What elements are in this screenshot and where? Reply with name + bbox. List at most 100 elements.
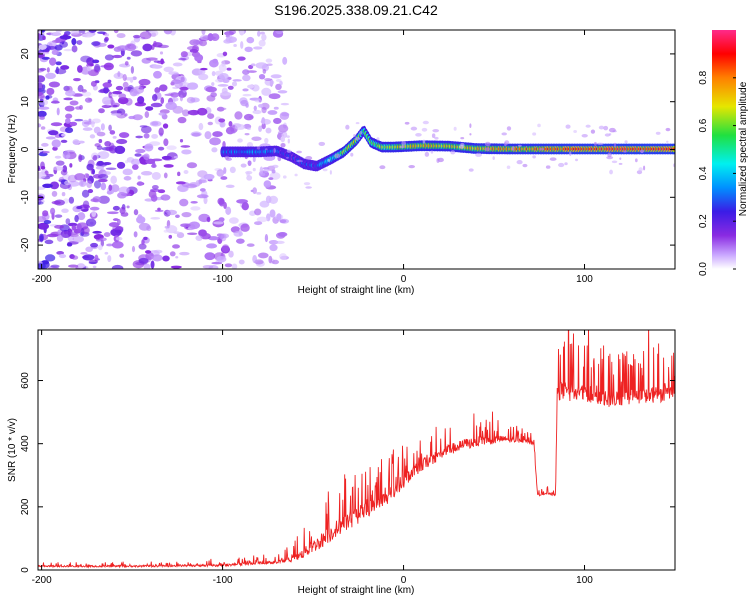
noise-blob bbox=[232, 79, 242, 82]
colorbar-tick-label: 0.6 bbox=[698, 118, 709, 132]
faint-blob bbox=[355, 121, 360, 125]
noise-blob bbox=[140, 125, 152, 134]
noise-blob bbox=[168, 71, 179, 75]
noise-blob bbox=[282, 56, 288, 65]
faint-blob bbox=[608, 133, 612, 136]
noise-blob bbox=[246, 243, 255, 247]
noise-blob bbox=[257, 30, 261, 37]
noise-blob bbox=[160, 58, 164, 65]
noise-blob bbox=[61, 191, 66, 197]
noise-blob bbox=[38, 75, 46, 83]
noise-blob bbox=[258, 74, 266, 80]
faint-blob bbox=[246, 127, 251, 131]
noise-blob bbox=[38, 186, 46, 191]
noise-blob bbox=[223, 167, 227, 175]
noise-blob bbox=[270, 74, 282, 79]
noise-blob bbox=[209, 59, 219, 68]
spectrogram-ytick-label: 0 bbox=[20, 146, 31, 152]
noise-blob bbox=[138, 222, 151, 231]
colorbar-label: Normalized spectral amplitude bbox=[738, 81, 749, 216]
noise-blob bbox=[213, 221, 224, 225]
noise-blob bbox=[112, 218, 119, 222]
noise-blob bbox=[137, 96, 145, 104]
faint-blob bbox=[516, 159, 523, 165]
noise-blob bbox=[62, 150, 71, 160]
noise-blob bbox=[52, 166, 64, 171]
snr-series-line bbox=[38, 330, 675, 569]
noise-blob bbox=[71, 225, 77, 231]
noise-blobs bbox=[38, 30, 290, 269]
noise-blob bbox=[265, 195, 272, 204]
noise-blob bbox=[112, 205, 120, 211]
noise-blob bbox=[268, 255, 273, 264]
noise-blob bbox=[199, 188, 206, 192]
noise-blob bbox=[222, 78, 230, 84]
noise-blob bbox=[88, 118, 92, 123]
noise-blob bbox=[50, 207, 56, 215]
noise-blob bbox=[237, 56, 246, 61]
noise-blob bbox=[44, 239, 54, 245]
noise-blob bbox=[126, 56, 131, 60]
noise-blob bbox=[112, 54, 123, 59]
noise-blob bbox=[247, 160, 252, 166]
noise-blob bbox=[192, 44, 200, 53]
noise-blob bbox=[60, 139, 68, 143]
faint-blob bbox=[501, 132, 508, 136]
noise-blob bbox=[163, 229, 169, 233]
noise-blob bbox=[279, 219, 287, 224]
noise-blob bbox=[137, 175, 141, 180]
noise-blob bbox=[86, 65, 92, 72]
faint-blob bbox=[469, 133, 472, 136]
noise-blob bbox=[150, 102, 163, 108]
noise-blob bbox=[207, 113, 215, 120]
noise-blob bbox=[38, 216, 47, 223]
noise-blob bbox=[98, 178, 108, 183]
noise-blob bbox=[275, 83, 282, 91]
noise-blob bbox=[228, 120, 233, 127]
noise-blob bbox=[104, 140, 112, 147]
noise-blob bbox=[116, 139, 128, 145]
noise-blob bbox=[258, 39, 266, 47]
noise-blob bbox=[65, 218, 71, 225]
noise-blob bbox=[256, 216, 268, 223]
noise-blob bbox=[100, 239, 105, 247]
noise-blob bbox=[78, 30, 86, 34]
snr-ytick-label: 400 bbox=[20, 435, 31, 452]
noise-blob bbox=[218, 118, 226, 123]
noise-blob bbox=[211, 147, 218, 153]
noise-blob bbox=[229, 30, 236, 35]
noise-blob bbox=[52, 99, 59, 104]
noise-blob bbox=[69, 121, 78, 127]
snr-ytick-label: 200 bbox=[20, 498, 31, 515]
faint-blob bbox=[665, 127, 671, 132]
noise-blob bbox=[187, 109, 200, 116]
noise-blob bbox=[157, 44, 170, 49]
noise-blob bbox=[198, 73, 209, 81]
noise-blob bbox=[42, 35, 46, 41]
faint-blob bbox=[286, 135, 290, 138]
noise-blob bbox=[163, 66, 174, 73]
noise-blob bbox=[280, 102, 290, 106]
noise-blob bbox=[60, 169, 68, 176]
noise-blob bbox=[187, 82, 199, 90]
noise-blob bbox=[177, 116, 187, 124]
noise-blob bbox=[38, 222, 49, 230]
noise-blob bbox=[138, 257, 149, 264]
faint-blob bbox=[655, 131, 661, 135]
noise-blob bbox=[95, 166, 105, 170]
noise-blob bbox=[151, 133, 158, 139]
noise-blob bbox=[254, 99, 263, 103]
noise-blob bbox=[170, 265, 182, 269]
noise-blob bbox=[87, 189, 94, 194]
noise-blob bbox=[240, 223, 250, 232]
snr-xtick-label: 100 bbox=[576, 575, 593, 586]
faint-blob bbox=[286, 156, 289, 159]
noise-blob bbox=[122, 81, 129, 89]
noise-blob bbox=[65, 118, 71, 124]
noise-blob bbox=[164, 225, 170, 229]
noise-blob bbox=[76, 263, 86, 269]
noise-blob bbox=[45, 72, 56, 80]
noise-blob bbox=[67, 222, 78, 227]
noise-blob bbox=[158, 127, 164, 136]
noise-blob bbox=[66, 242, 73, 247]
